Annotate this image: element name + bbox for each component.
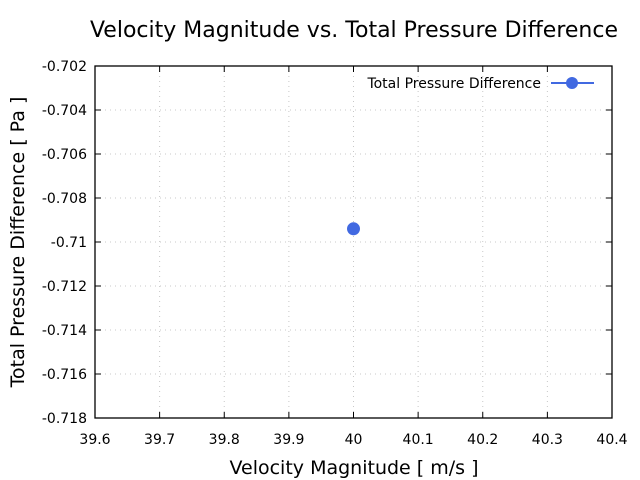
y-tick-label: -0.714 (42, 323, 87, 339)
y-tick-label: -0.706 (42, 147, 87, 163)
x-tick-label: 39.6 (79, 432, 110, 448)
y-tick-label: -0.708 (42, 191, 87, 207)
y-tick-label: -0.702 (42, 59, 87, 75)
x-tick-label: 39.9 (273, 432, 304, 448)
y-axis-label: Total Pressure Difference [ Pa ] (7, 97, 29, 389)
legend: Total Pressure Difference (366, 76, 594, 92)
y-tick-label: -0.712 (42, 279, 87, 295)
x-tick-label: 39.8 (209, 432, 240, 448)
legend-label: Total Pressure Difference (366, 76, 541, 92)
legend-marker (566, 77, 578, 89)
x-tick-labels: 39.6 39.7 39.8 39.9 40 40.1 40.2 40.3 40.4 (79, 432, 627, 448)
data-point (347, 222, 360, 236)
y-tick-label: -0.704 (42, 103, 87, 119)
y-tick-label: -0.716 (42, 367, 87, 383)
series (347, 222, 360, 236)
x-tick-label: 40.2 (467, 432, 498, 448)
grid (95, 66, 612, 418)
x-tick-label: 40.3 (532, 432, 563, 448)
x-tick-label: 40 (345, 432, 363, 448)
x-tick-label: 40.1 (403, 432, 434, 448)
plot-frame (94, 65, 613, 419)
y-tick-label: -0.718 (42, 411, 87, 427)
x-tick-label: 39.7 (144, 432, 175, 448)
y-tick-label: -0.71 (51, 235, 87, 251)
x-tick-label: 40.4 (596, 432, 627, 448)
x-axis-label: Velocity Magnitude [ m/s ] (230, 457, 479, 479)
chart-title: Velocity Magnitude vs. Total Pressure Di… (90, 18, 618, 43)
y-tick-labels: -0.718 -0.716 -0.714 -0.712 -0.71 -0.708 -0.70… (42, 59, 87, 427)
